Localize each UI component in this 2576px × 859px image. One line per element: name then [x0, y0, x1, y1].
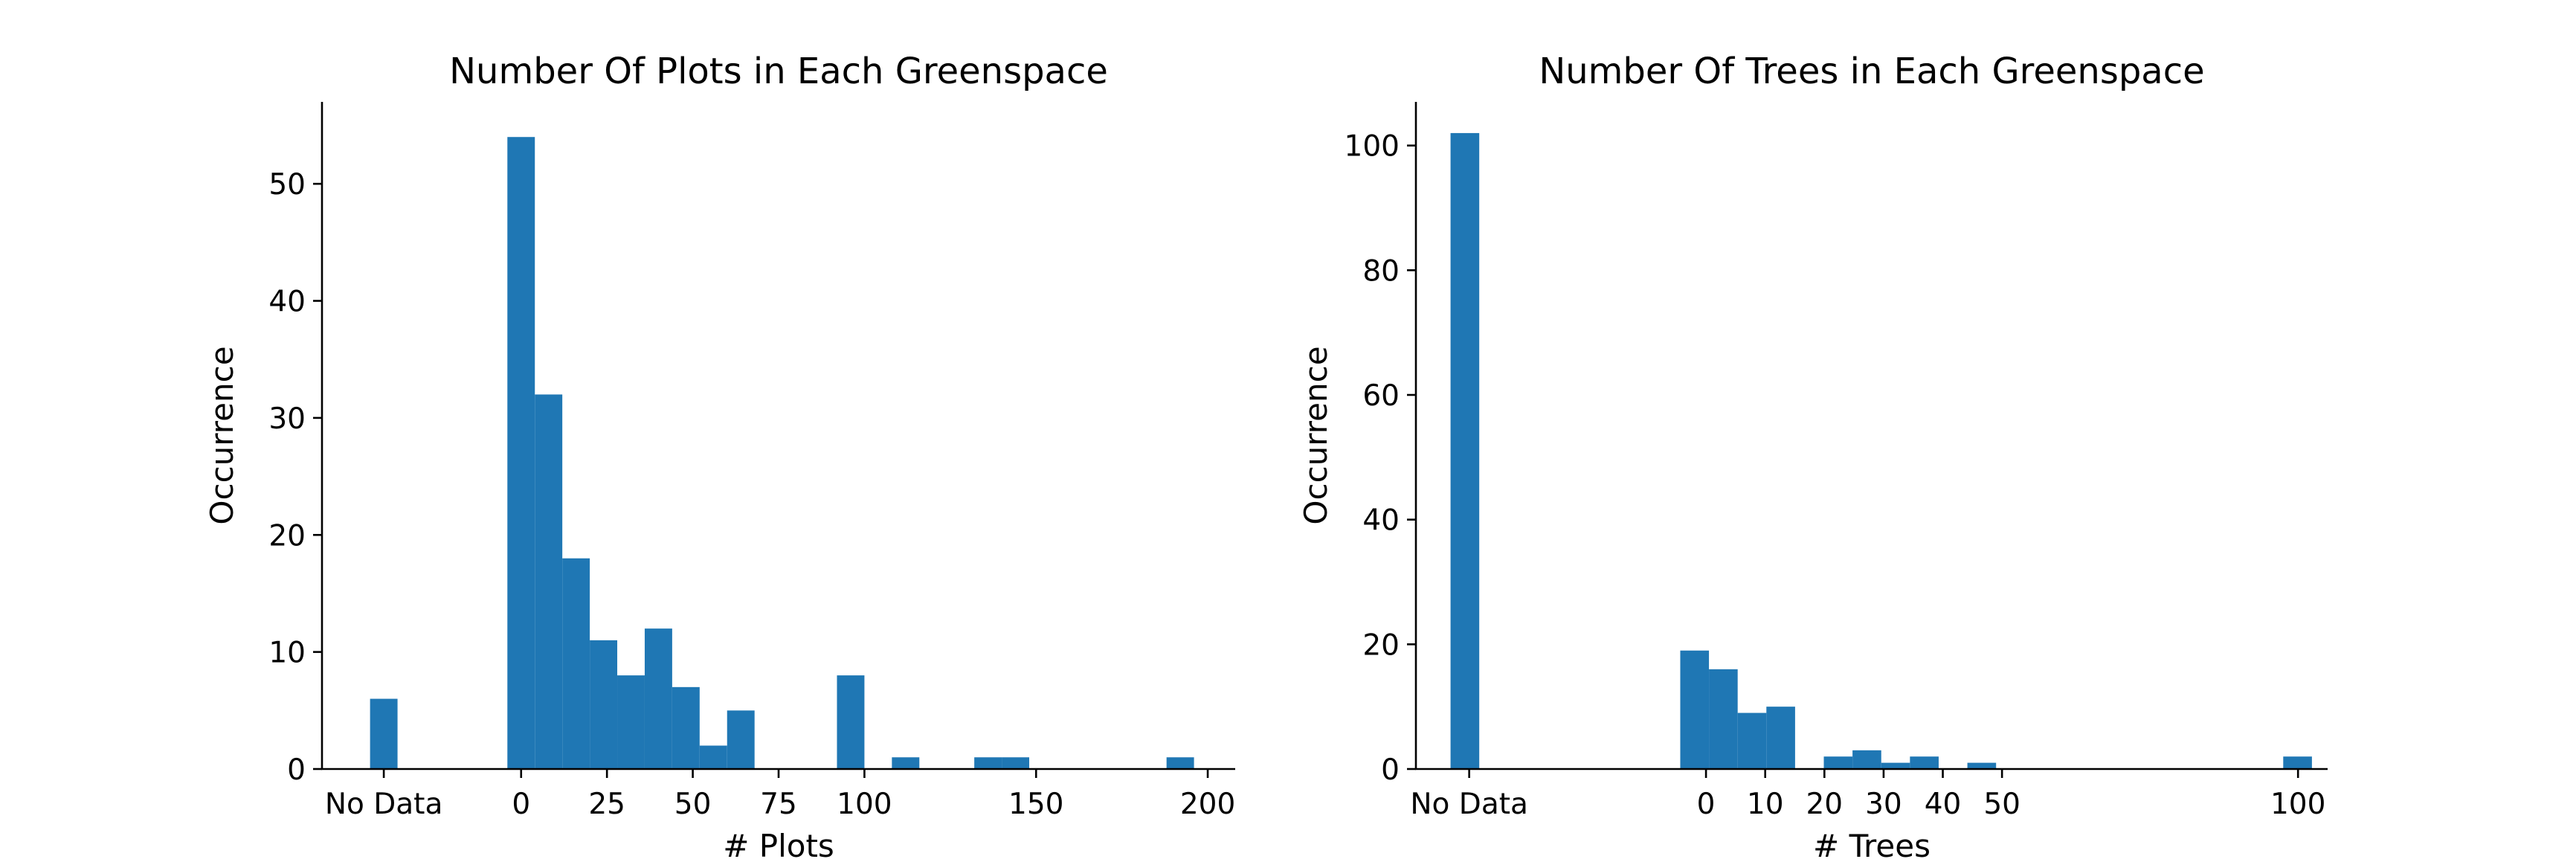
- histogram-bar: [1166, 757, 1194, 769]
- y-tick-label: 0: [287, 753, 306, 787]
- y-tick-label: 40: [1362, 504, 1400, 538]
- histogram-bar: [1852, 750, 1881, 769]
- histogram-bar: [1709, 669, 1738, 769]
- y-tick-label: 100: [1345, 130, 1400, 164]
- y-tick-label: 40: [268, 286, 306, 319]
- histogram-bar: [1450, 132, 1480, 769]
- y-tick-label: 10: [268, 637, 306, 670]
- x-tick-label: 10: [1747, 788, 1784, 821]
- histogram-bar: [837, 675, 865, 769]
- x-tick-label: 20: [1806, 788, 1843, 821]
- y-axis-label: Occurrence: [1298, 346, 1334, 524]
- y-tick-label: 30: [268, 402, 306, 436]
- histogram-bar: [1910, 756, 1939, 769]
- histogram-bar: [617, 675, 645, 769]
- chart-panel-1: 0 10 20 30 40 50 No Data 0 25 50 75 100 150 200 Number…: [204, 51, 1235, 859]
- y-tick-label: 20: [1362, 628, 1400, 662]
- histogram-bar: [699, 745, 727, 769]
- x-tick-label: 50: [1983, 788, 2020, 821]
- x-tick-label: No Data: [325, 788, 443, 821]
- histogram-bar: [672, 686, 700, 769]
- x-tick-label: 75: [760, 788, 797, 821]
- histogram-bar: [1823, 756, 1853, 769]
- x-tick-label: 40: [1925, 788, 1962, 821]
- x-tick-label: 150: [1008, 788, 1063, 821]
- histogram-bar: [590, 640, 618, 769]
- chart-title: Number Of Plots in Each Greenspace: [449, 51, 1108, 92]
- x-tick-label: 0: [1697, 788, 1716, 821]
- histogram-bar: [1881, 762, 1910, 769]
- histogram-bar: [370, 698, 398, 769]
- histogram-bar: [892, 757, 920, 769]
- histogram-bar: [507, 137, 535, 770]
- x-tick-label: 100: [837, 788, 892, 821]
- histogram-bar: [1766, 707, 1795, 769]
- x-tick-label: 25: [588, 788, 625, 821]
- x-tick-label: 50: [674, 788, 712, 821]
- y-tick-label: 60: [1362, 379, 1400, 413]
- histogram-bar: [1737, 712, 1767, 769]
- histogram-bar: [1002, 757, 1030, 769]
- histogram-bar: [562, 558, 590, 769]
- x-tick-label: 200: [1180, 788, 1235, 821]
- y-tick-label: 0: [1381, 753, 1400, 787]
- y-axis-label: Occurrence: [204, 346, 240, 524]
- histogram-bar: [2283, 756, 2312, 769]
- x-axis-label: # Plots: [723, 828, 834, 859]
- x-tick-label: 100: [2270, 788, 2325, 821]
- histogram-bar: [1680, 650, 1710, 769]
- histogram-bar: [535, 394, 563, 769]
- x-tick-label: 30: [1865, 788, 1902, 821]
- chart-panel-2: 0 20 40 60 80 100 No Data 0 10 20 30 40 50 100 Number …: [1298, 51, 2328, 859]
- chart-title: Number Of Trees in Each Greenspace: [1539, 51, 2204, 92]
- x-axis-label: # Trees: [1813, 828, 1931, 859]
- histogram-bar: [974, 757, 1002, 769]
- x-tick-label: No Data: [1410, 788, 1528, 821]
- histogram-bar: [1967, 762, 1997, 769]
- y-tick-label: 50: [268, 168, 306, 202]
- x-tick-label: 0: [512, 788, 530, 821]
- histogram-bar: [644, 628, 672, 769]
- y-tick-label: 20: [268, 519, 306, 553]
- histogram-bar: [727, 710, 755, 769]
- y-tick-label: 80: [1362, 254, 1400, 288]
